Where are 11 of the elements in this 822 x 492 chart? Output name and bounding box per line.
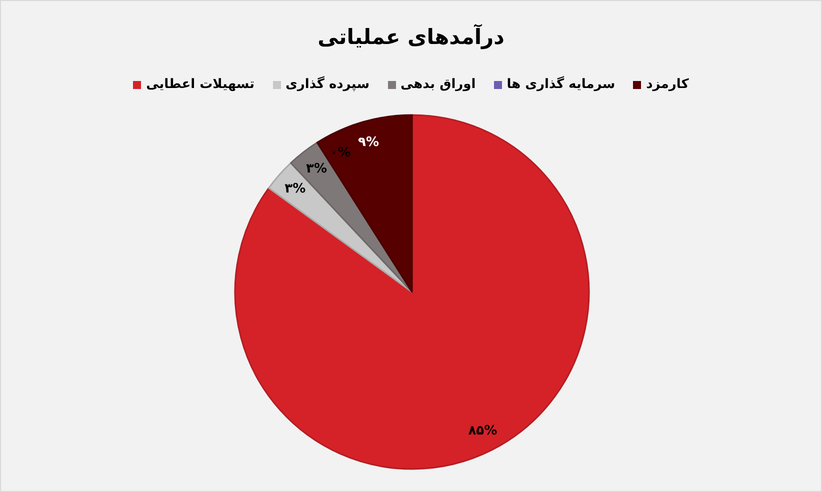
- data-label: ۳%: [284, 181, 306, 196]
- data-label: ۸۵%: [468, 423, 498, 438]
- legend-label: تسهیلات اعطایی: [146, 77, 255, 92]
- legend-label: اوراق بدهی: [400, 77, 476, 92]
- data-label: ۳%: [306, 161, 328, 176]
- legend-label: سرمایه گذاری ها: [506, 77, 616, 92]
- data-label: ۹%: [358, 134, 380, 150]
- legend-label: کارمزد: [646, 77, 689, 92]
- legend-label: سپرده گذاری: [286, 77, 370, 92]
- text: ۰%: [330, 145, 351, 160]
- chart-title: درآمدهای عملیاتی: [316, 25, 506, 49]
